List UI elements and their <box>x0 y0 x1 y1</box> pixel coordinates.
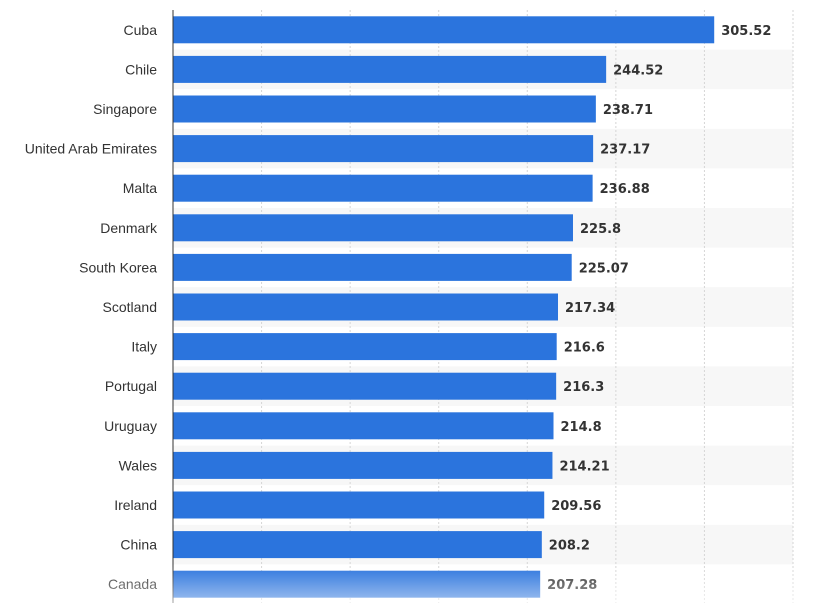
bar <box>173 451 553 479</box>
value-label: 216.6 <box>564 341 605 356</box>
value-label: 209.56 <box>551 499 601 514</box>
category-label: China <box>120 537 157 553</box>
value-label: 225.8 <box>580 222 621 237</box>
value-label: 225.07 <box>579 261 629 276</box>
value-label: 237.17 <box>600 143 650 158</box>
bar <box>173 293 559 321</box>
category-labels: Cuba Chile Singapore United Arab Emirates Ma… <box>25 22 158 592</box>
bar <box>173 491 545 519</box>
bar <box>173 214 573 242</box>
bar <box>173 531 542 559</box>
value-label: 236.88 <box>600 182 650 197</box>
bar <box>173 174 593 202</box>
bars <box>173 16 715 598</box>
category-label: Portugal <box>105 378 157 394</box>
category-label: Ireland <box>114 497 157 513</box>
value-label: 214.8 <box>561 420 602 435</box>
bar <box>173 372 557 400</box>
category-label: Scotland <box>103 299 157 315</box>
value-label: 214.21 <box>559 459 609 474</box>
category-label: Cuba <box>124 22 158 38</box>
category-label: Singapore <box>93 101 157 117</box>
bar <box>173 16 715 44</box>
value-label: 207.28 <box>547 578 597 593</box>
category-label: Chile <box>125 61 157 77</box>
bar <box>173 95 596 123</box>
category-label: Canada <box>108 576 157 592</box>
category-label: United Arab Emirates <box>25 141 157 157</box>
category-label: Italy <box>131 339 157 355</box>
category-label: Wales <box>119 457 157 473</box>
value-label: 217.34 <box>565 301 615 316</box>
category-label: South Korea <box>79 259 157 275</box>
category-label: Denmark <box>100 220 158 236</box>
value-label: 208.2 <box>549 539 590 554</box>
category-label: Uruguay <box>104 418 157 434</box>
bar <box>173 135 594 163</box>
value-label: 244.52 <box>613 63 663 78</box>
category-label: Malta <box>123 180 157 196</box>
value-label: 216.3 <box>563 380 604 395</box>
bar <box>173 55 607 83</box>
bar <box>173 333 557 361</box>
bar <box>173 570 541 598</box>
bar <box>173 253 572 281</box>
value-label: 238.71 <box>603 103 653 118</box>
value-label: 305.52 <box>721 24 771 39</box>
bar <box>173 412 554 440</box>
